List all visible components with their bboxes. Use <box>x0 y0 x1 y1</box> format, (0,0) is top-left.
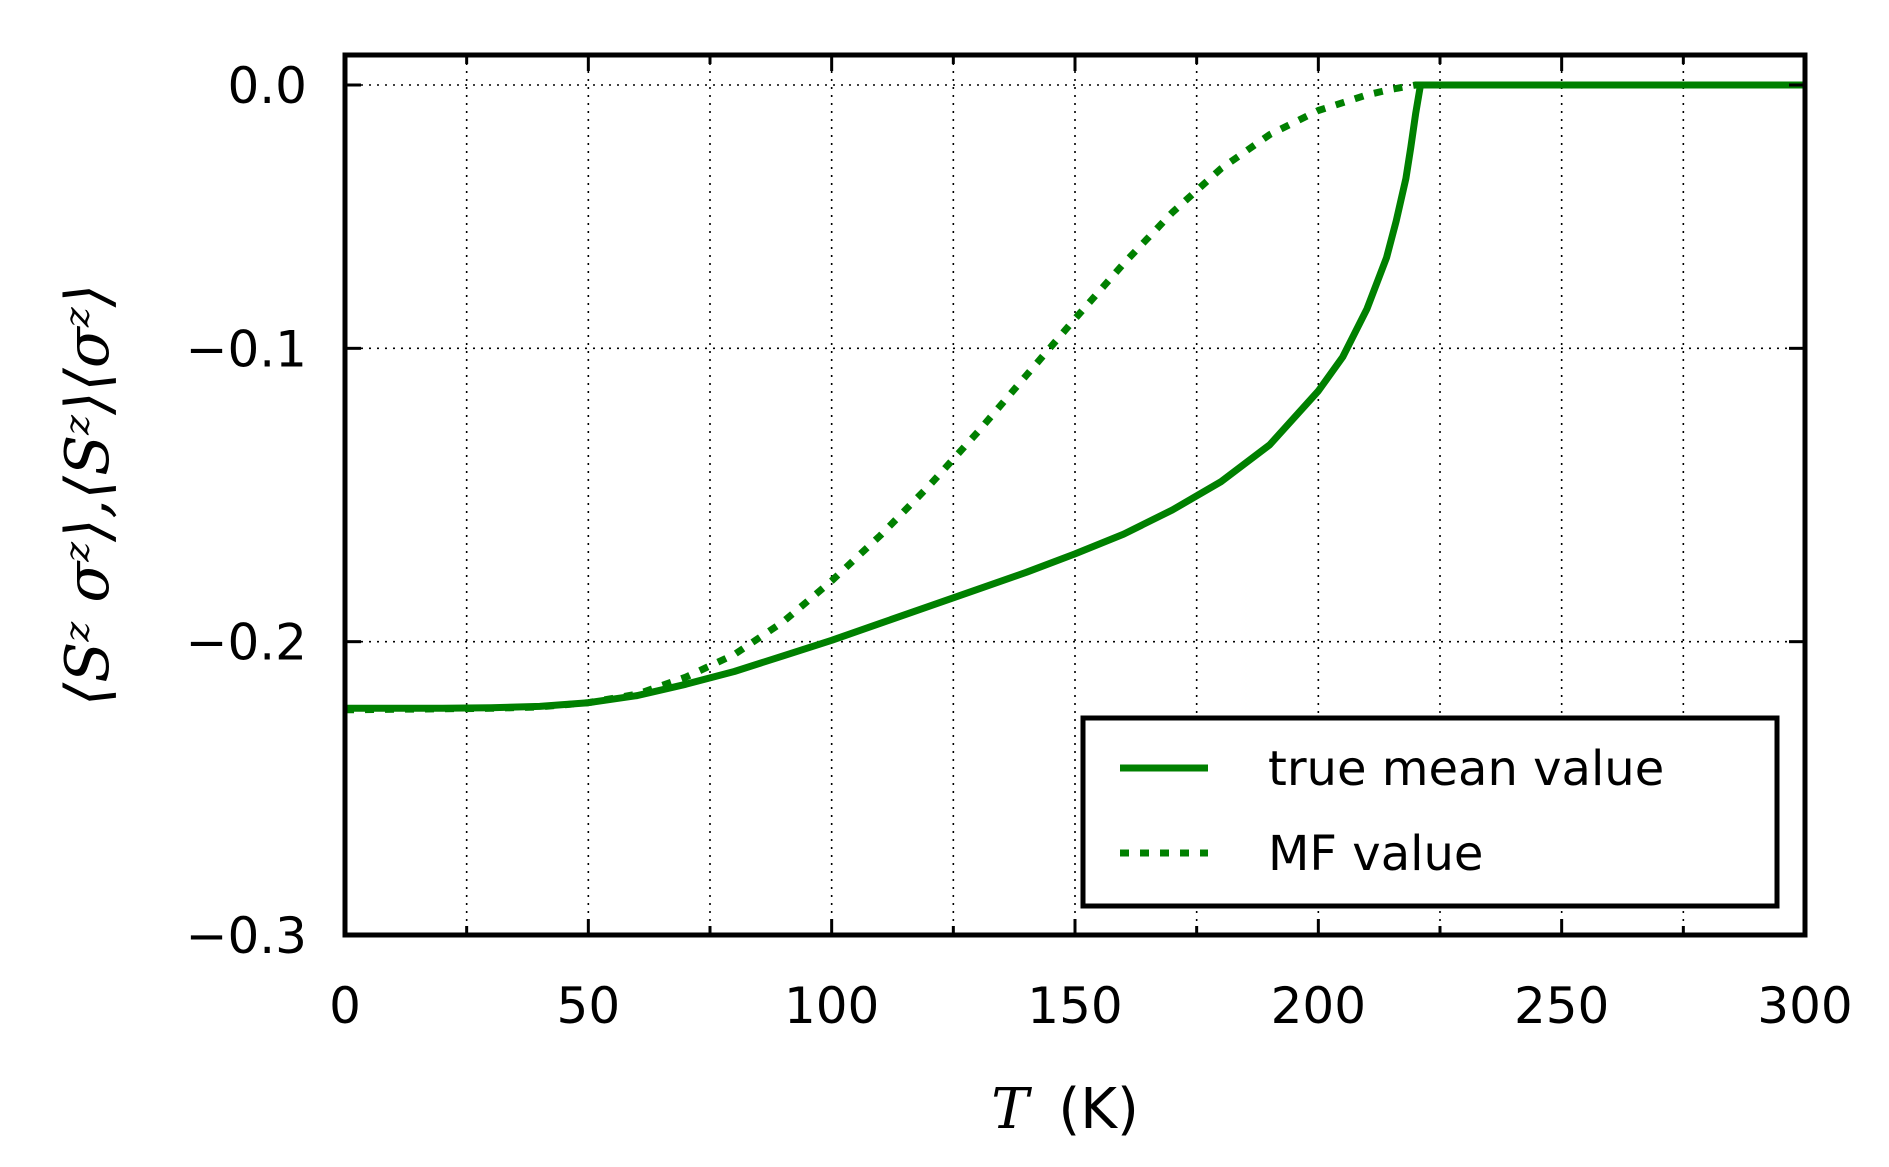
tick-layer <box>343 55 1807 937</box>
x-tick-label: 100 <box>784 977 879 1035</box>
x-tick-label: 200 <box>1271 977 1366 1035</box>
legend-box <box>1080 715 1780 909</box>
legend-label-mf-value: MF value <box>1268 826 1483 882</box>
x-tick-label: 250 <box>1514 977 1609 1035</box>
x-tick-label: 0 <box>329 977 361 1035</box>
series-layer <box>344 81 1805 714</box>
x-tick-label: 150 <box>1027 977 1122 1035</box>
y-tick-label: −0.2 <box>186 614 307 672</box>
legend: true mean value MF value <box>1080 715 1780 909</box>
y-tick-label: 0.0 <box>227 57 307 115</box>
tick-label-layer: 0 50 100 150 200 250 300 −0.3 −0.2 −0.1 0.0 <box>186 57 1853 1035</box>
y-axis-label: ⟨Sᶻ σᶻ⟩,⟨Sᶻ⟩⟨σᶻ⟩ <box>53 284 123 706</box>
x-axis-label-var: T <box>991 1077 1032 1142</box>
x-tick-label: 300 <box>1757 977 1852 1035</box>
series-line-true-mean-value <box>345 81 1805 712</box>
y-tick-label: −0.3 <box>186 907 307 965</box>
legend-label-true-mean-value: true mean value <box>1268 741 1664 797</box>
y-tick-label: −0.1 <box>186 320 307 378</box>
x-axis-label-unit: (K) <box>1058 1077 1138 1142</box>
x-axis-label: T (K) <box>991 1077 1139 1142</box>
x-tick-label: 50 <box>557 977 621 1035</box>
